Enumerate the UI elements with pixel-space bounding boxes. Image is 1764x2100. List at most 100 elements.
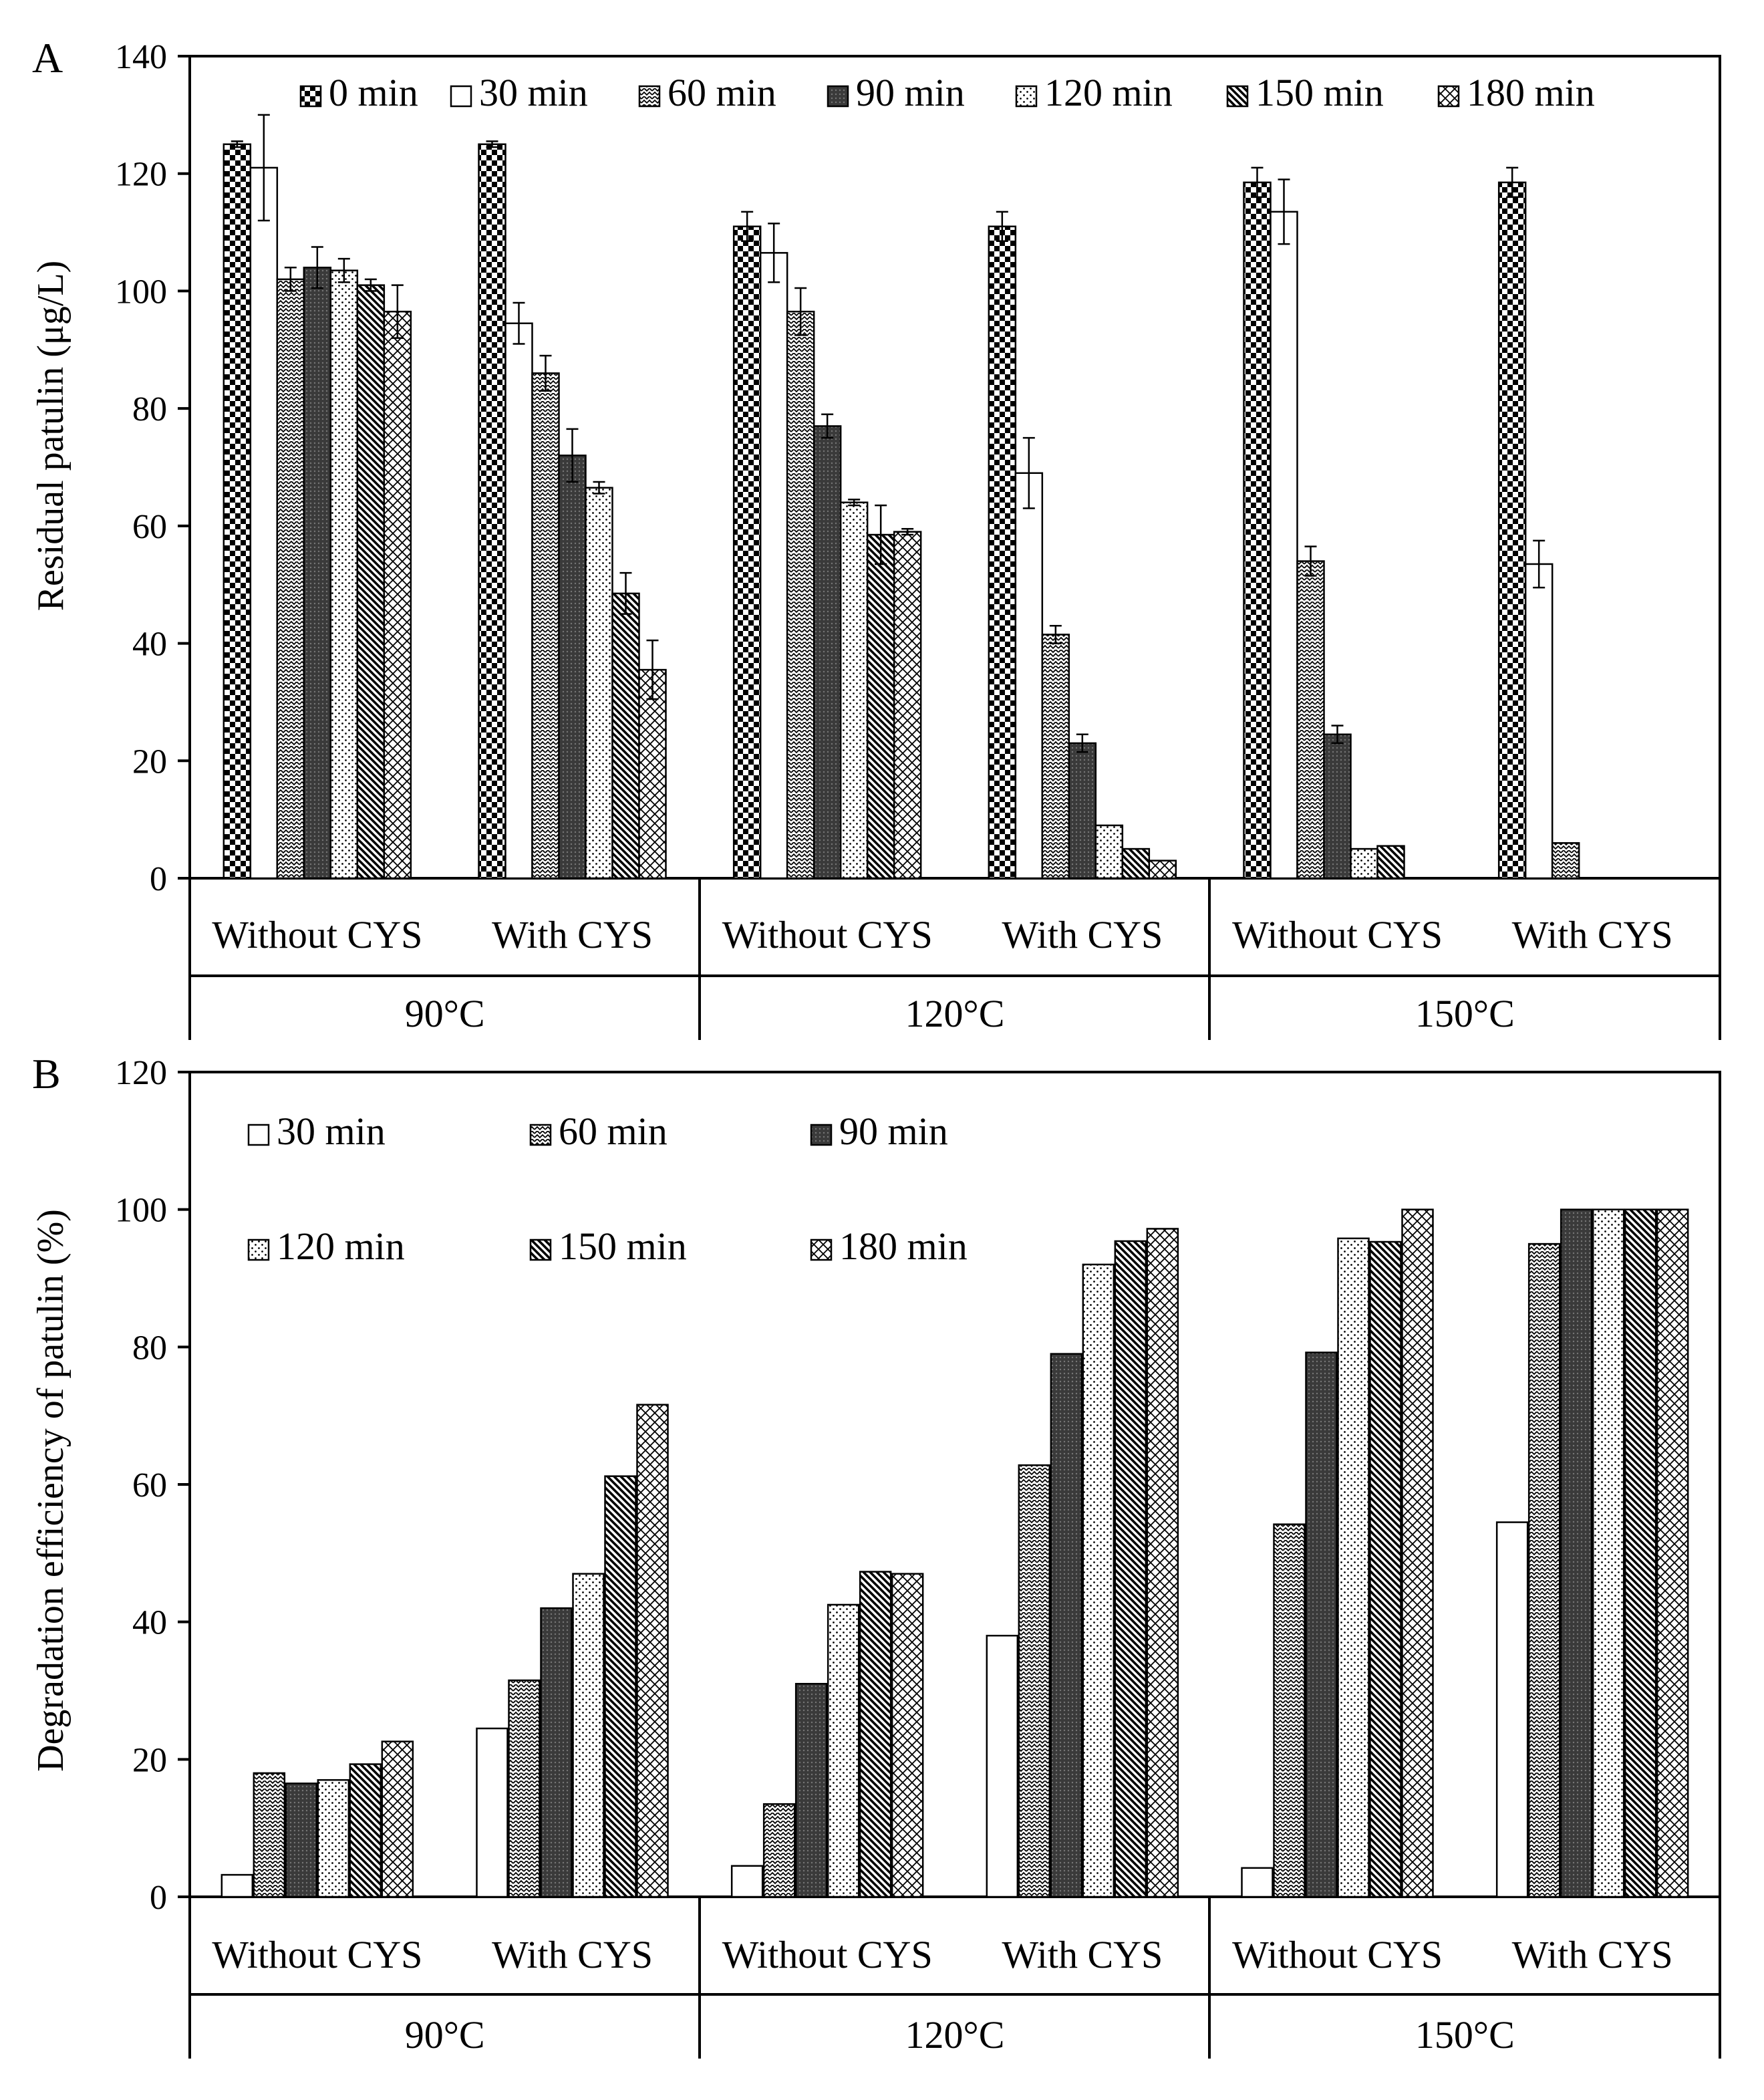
panel-b-legend: 30 min 60 min 90 min 120 min 150 min 180 min bbox=[247, 1109, 968, 1268]
y-tick-label: 20 bbox=[132, 1741, 167, 1779]
bar-a-0-1 bbox=[249, 166, 279, 880]
legend-label: 180 min bbox=[1467, 71, 1595, 114]
legend-label: 150 min bbox=[1256, 71, 1384, 114]
bar-b-1-0 bbox=[476, 1727, 508, 1898]
bar-b-5-5 bbox=[1656, 1208, 1689, 1898]
bar-a-4-4 bbox=[1350, 847, 1378, 880]
bar-b-1-5 bbox=[636, 1404, 669, 1898]
bar-a-2-2 bbox=[786, 310, 815, 880]
panel-a-error-bars bbox=[231, 114, 1546, 753]
panel-a-y-axis-label: Residual patulin (μg/L) bbox=[30, 261, 71, 612]
y-tick-label: 0 bbox=[150, 860, 167, 898]
bar-b-2-2 bbox=[794, 1682, 828, 1898]
bar-a-0-0 bbox=[223, 143, 252, 880]
error-bar bbox=[848, 499, 861, 507]
group-label: 150°C bbox=[1415, 2013, 1515, 2057]
y-tick-label: 60 bbox=[132, 508, 167, 546]
y-tick-label: 40 bbox=[132, 1604, 167, 1642]
bar-a-3-2 bbox=[1041, 634, 1070, 880]
error-bar bbox=[391, 284, 404, 339]
error-bar bbox=[231, 140, 243, 148]
error-bar bbox=[768, 223, 780, 283]
bar-a-1-1 bbox=[504, 322, 533, 880]
bar-a-4-3 bbox=[1323, 733, 1352, 880]
panel-a: A Residual patulin (μg/L) 0 20 40 60 80 100 12… bbox=[30, 34, 1721, 1040]
legend-item: 0 min bbox=[299, 71, 418, 114]
legend-swatch bbox=[247, 1238, 270, 1261]
panel-b-plot-frame bbox=[188, 1071, 1721, 1898]
error-bar bbox=[901, 528, 914, 536]
legend-swatch bbox=[810, 1238, 833, 1261]
bar-b-0-2 bbox=[285, 1783, 318, 1898]
panel-b-y-axis-label: Degradation efficiency of patulin (%) bbox=[30, 1209, 71, 1772]
legend-swatch bbox=[827, 85, 849, 108]
legend-label: 60 min bbox=[668, 71, 776, 114]
y-tick-label: 60 bbox=[132, 1466, 167, 1504]
bar-b-0-5 bbox=[381, 1740, 414, 1898]
bar-a-3-6 bbox=[1148, 860, 1177, 880]
group-label: 90°C bbox=[405, 2013, 485, 2057]
category-label: Without CYS bbox=[212, 1933, 422, 1976]
bar-b-4-1 bbox=[1273, 1523, 1306, 1898]
legend-label: 90 min bbox=[856, 71, 965, 114]
error-bar bbox=[1076, 733, 1088, 753]
bar-a-3-3 bbox=[1068, 742, 1097, 880]
legend-swatch bbox=[1015, 85, 1038, 108]
panel-b: B Degradation efficiency of patulin (%) … bbox=[30, 1050, 1721, 2059]
bar-a-5-2 bbox=[1551, 842, 1580, 880]
error-bar bbox=[486, 140, 498, 148]
error-bar bbox=[593, 481, 605, 495]
bar-a-2-6 bbox=[893, 531, 922, 880]
bar-b-4-0 bbox=[1241, 1867, 1274, 1898]
legend-item: 120 min bbox=[247, 1224, 405, 1268]
bar-b-2-3 bbox=[827, 1603, 860, 1898]
category-label: Without CYS bbox=[1232, 913, 1443, 956]
bar-b-1-2 bbox=[540, 1607, 573, 1898]
error-bar bbox=[1278, 178, 1290, 245]
bar-b-3-4 bbox=[1114, 1240, 1147, 1898]
bar-a-0-6 bbox=[383, 310, 412, 880]
bar-b-1-3 bbox=[572, 1573, 605, 1898]
bar-a-0-5 bbox=[356, 284, 386, 880]
error-bar bbox=[257, 114, 270, 222]
error-bar bbox=[311, 246, 323, 289]
legend-item: 90 min bbox=[827, 71, 965, 114]
y-tick-label: 80 bbox=[132, 1329, 167, 1367]
bar-a-4-0 bbox=[1243, 181, 1272, 880]
error-bar bbox=[539, 354, 552, 392]
legend-label: 150 min bbox=[559, 1224, 687, 1268]
y-tick-label: 120 bbox=[115, 1054, 167, 1092]
bar-b-4-5 bbox=[1401, 1208, 1434, 1898]
bar-b-5-2 bbox=[1560, 1208, 1593, 1898]
panel-b-category-labels: Without CYS With CYS Without CYS With CYS Wi… bbox=[212, 1933, 1672, 2057]
y-tick-label: 100 bbox=[115, 273, 167, 311]
legend-swatch bbox=[529, 1238, 552, 1261]
bar-a-2-5 bbox=[866, 533, 895, 880]
bar-b-5-3 bbox=[1592, 1208, 1625, 1898]
panel-a-letter: A bbox=[32, 34, 63, 82]
category-label: Without CYS bbox=[212, 913, 422, 956]
error-bar bbox=[1049, 624, 1062, 644]
legend-label: 60 min bbox=[559, 1109, 668, 1153]
legend-item: 60 min bbox=[529, 1109, 668, 1153]
bar-b-3-1 bbox=[1018, 1464, 1051, 1898]
bar-a-4-1 bbox=[1270, 211, 1298, 880]
category-label: With CYS bbox=[1002, 1933, 1163, 1976]
error-bar bbox=[996, 211, 1008, 242]
error-bar bbox=[566, 428, 579, 483]
legend-item: 180 min bbox=[1437, 71, 1595, 114]
bar-b-2-4 bbox=[859, 1571, 892, 1898]
bar-a-4-2 bbox=[1296, 560, 1325, 880]
error-bar bbox=[512, 301, 525, 345]
category-label: With CYS bbox=[492, 913, 653, 956]
legend-label: 0 min bbox=[329, 71, 418, 114]
bar-b-5-0 bbox=[1495, 1521, 1529, 1898]
bar-b-2-0 bbox=[730, 1865, 764, 1898]
category-label: Without CYS bbox=[722, 1933, 933, 1976]
error-bar bbox=[337, 257, 350, 283]
legend-item: 30 min bbox=[450, 71, 588, 114]
error-bar bbox=[821, 413, 834, 439]
bar-a-5-1 bbox=[1524, 563, 1554, 880]
legend-item: 180 min bbox=[810, 1224, 968, 1268]
panel-a-bars bbox=[223, 143, 1580, 880]
